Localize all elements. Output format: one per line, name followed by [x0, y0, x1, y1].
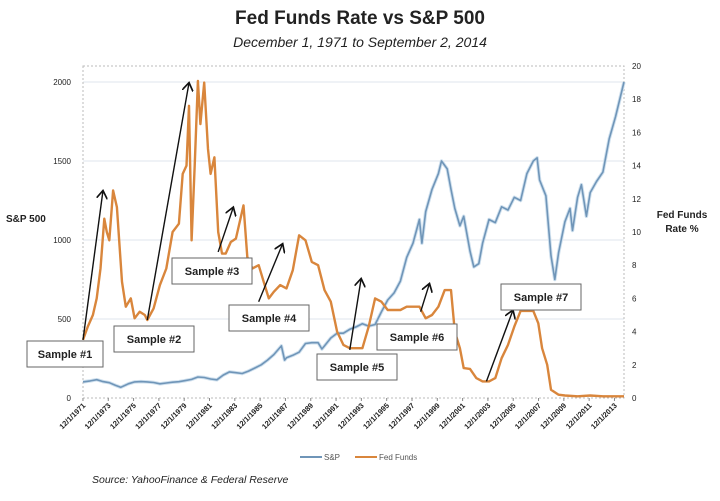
left-axis-ticks: 0 500 1000 1500 2000 [53, 78, 71, 403]
left-tick-label: 0 [67, 394, 72, 403]
x-tick-label: 12/1/1973 [83, 401, 113, 431]
annotation-box [500, 283, 582, 311]
x-tick-label: 12/1/1971 [57, 401, 87, 431]
legend: S&P Fed Funds [300, 453, 417, 462]
x-tick-label: 12/1/1991 [311, 401, 341, 431]
annotation-box [26, 340, 104, 368]
series-layer [81, 79, 626, 398]
annotation-arrow [419, 283, 430, 312]
annotation-label: Sample #6 [390, 332, 444, 344]
annotation-arrow [217, 207, 233, 253]
x-tick-label: 12/1/1985 [235, 401, 265, 431]
x-tick-label: 12/1/2001 [437, 401, 467, 431]
x-tick-label: 12/1/2003 [462, 401, 492, 431]
annotation-label: Sample #2 [127, 334, 181, 346]
right-tick-label: 14 [632, 162, 641, 171]
x-tick-label: 12/1/2009 [538, 401, 568, 431]
annotation-arrow [82, 191, 103, 340]
left-tick-label: 1500 [53, 157, 71, 166]
right-axis-ticks: 0 2 4 6 8 10 12 14 16 18 20 [632, 62, 641, 403]
chart-subtitle: December 1, 1971 to September 2, 2014 [233, 34, 487, 50]
right-tick-label: 8 [632, 261, 637, 270]
annotation-box [113, 325, 195, 353]
left-tick-label: 1000 [53, 236, 71, 245]
legend-label: S&P [324, 453, 340, 462]
x-tick-label: 12/1/1975 [108, 401, 138, 431]
annotation-label: Sample #3 [185, 266, 239, 278]
x-tick-label: 12/1/2011 [564, 401, 594, 431]
gridlines [83, 81, 624, 320]
x-tick-label: 12/1/2013 [589, 401, 619, 431]
annotation-label: Sample #4 [242, 313, 297, 325]
x-axis-ticks: 12/1/197112/1/197312/1/197512/1/197712/1… [57, 398, 619, 431]
annotation-arrow [258, 244, 283, 302]
right-tick-label: 4 [632, 328, 637, 337]
x-tick-label: 12/1/2007 [513, 401, 543, 431]
annotation-label: Sample #1 [38, 349, 92, 361]
right-tick-label: 6 [632, 294, 637, 303]
series-sp-line [82, 81, 625, 389]
annotation-arrow [485, 310, 513, 382]
y-axis-label-right: Fed Funds [657, 210, 708, 221]
annotation-arrow [146, 83, 189, 321]
right-tick-label: 16 [632, 128, 641, 137]
source-note: Source: YahooFinance & Federal Reserve [92, 474, 289, 486]
right-tick-label: 0 [632, 394, 637, 403]
annotation-box [316, 353, 398, 381]
annotation-label: Sample #7 [514, 292, 568, 304]
annotation-arrow [349, 278, 361, 350]
right-tick-label: 18 [632, 95, 641, 104]
right-tick-label: 2 [632, 361, 637, 370]
left-tick-label: 2000 [53, 78, 71, 87]
x-tick-label: 12/1/1989 [285, 401, 315, 431]
y-axis-label-left: S&P 500 [6, 214, 46, 225]
right-tick-label: 12 [632, 195, 641, 204]
x-tick-label: 12/1/1997 [386, 401, 416, 431]
x-tick-label: 12/1/2005 [488, 401, 518, 431]
annotation-label: Sample #5 [330, 362, 384, 374]
annotation-box [171, 257, 253, 285]
x-tick-label: 12/1/1995 [361, 401, 391, 431]
x-tick-label: 12/1/1999 [412, 401, 442, 431]
x-tick-label: 12/1/1993 [336, 401, 366, 431]
plot-frame [82, 65, 625, 399]
annotation-box [376, 323, 458, 351]
right-tick-label: 10 [632, 228, 641, 237]
x-tick-label: 12/1/1979 [159, 401, 189, 431]
y-axis-label-right-line2: Rate % [665, 224, 698, 235]
annotation-layer: Sample #1 Sample #2 Sample #3 Sample #4 Samp… [26, 83, 582, 382]
x-tick-label: 12/1/1987 [260, 401, 290, 431]
x-tick-label: 12/1/1981 [184, 401, 214, 431]
x-tick-label: 12/1/1983 [209, 401, 239, 431]
x-tick-label: 12/1/1977 [133, 401, 163, 431]
left-tick-label: 500 [58, 315, 72, 324]
series-fed-funds-line [81, 79, 624, 398]
annotation-box [228, 304, 310, 332]
right-tick-label: 20 [632, 62, 641, 71]
chart-title: Fed Funds Rate vs S&P 500 [235, 8, 485, 29]
legend-label: Fed Funds [379, 453, 417, 462]
